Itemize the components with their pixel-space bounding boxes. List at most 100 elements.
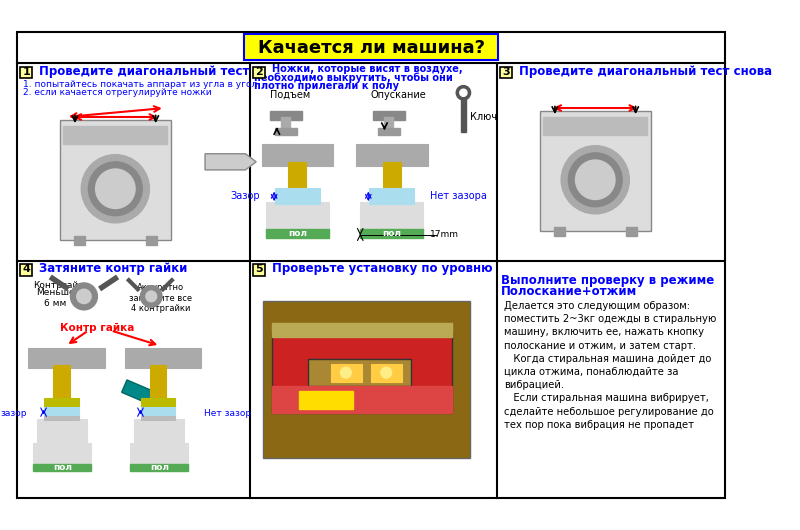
Bar <box>500 67 512 78</box>
Bar <box>33 464 91 471</box>
Text: пол: пол <box>288 229 307 238</box>
Bar <box>20 67 32 78</box>
Text: Аккуратно
закрутите все
4 контргайки: Аккуратно закрутите все 4 контргайки <box>129 284 192 313</box>
Bar <box>74 236 85 245</box>
Circle shape <box>70 283 98 310</box>
Text: Делается это следующим образом:
поместить 2~3кг одежды в стиральную
машину, вклю: Делается это следующим образом: поместит… <box>504 301 716 430</box>
Text: плотно прилегали к полу: плотно прилегали к полу <box>254 81 399 91</box>
Bar <box>33 443 91 467</box>
Text: Затяните контр гайки: Затяните контр гайки <box>39 262 187 275</box>
Circle shape <box>77 289 91 304</box>
Bar <box>28 348 105 368</box>
Text: 1. попытайтесь покачать аппарат из угла в угол: 1. попытайтесь покачать аппарат из угла … <box>23 80 257 89</box>
Bar <box>45 416 78 420</box>
Text: Полоскание+отжим: Полоскание+отжим <box>501 285 638 298</box>
Bar <box>308 359 411 386</box>
Text: Нет зазора: Нет зазора <box>430 191 487 201</box>
Bar <box>270 111 302 120</box>
Text: 2. если качается отрегулируйте ножки: 2. если качается отрегулируйте ножки <box>23 89 211 98</box>
Bar <box>130 443 188 467</box>
Text: Подъем: Подъем <box>270 90 310 100</box>
Text: Контр гайка: Контр гайка <box>60 323 134 333</box>
Bar <box>275 188 320 204</box>
Text: Проведите диагональный тест снова: Проведите диагональный тест снова <box>519 65 772 78</box>
Bar <box>289 162 306 189</box>
Bar <box>461 96 466 132</box>
FancyBboxPatch shape <box>244 34 498 60</box>
Bar <box>360 202 423 231</box>
Bar <box>378 128 400 135</box>
Bar <box>272 386 452 413</box>
Bar <box>263 301 470 458</box>
Bar <box>370 188 414 204</box>
Bar <box>146 236 157 245</box>
Text: зазор: зазор <box>0 409 26 418</box>
FancyBboxPatch shape <box>540 111 651 231</box>
Circle shape <box>141 286 162 307</box>
Bar <box>254 264 265 276</box>
Circle shape <box>96 169 135 208</box>
Text: 5: 5 <box>255 264 263 275</box>
Text: пол: пол <box>382 229 401 238</box>
Text: 17mm: 17mm <box>430 230 459 239</box>
Text: Ключ: Ключ <box>470 112 497 122</box>
Bar <box>272 323 452 337</box>
Bar <box>330 364 362 382</box>
Bar <box>626 227 637 236</box>
Bar <box>360 229 423 238</box>
Circle shape <box>456 85 470 100</box>
Bar <box>385 117 394 130</box>
Text: Качается ли машина?: Качается ли машина? <box>258 39 485 57</box>
Bar <box>543 117 647 135</box>
Bar <box>130 464 188 471</box>
Bar <box>382 162 401 189</box>
Bar <box>142 407 175 418</box>
Bar <box>126 348 202 368</box>
Text: Выполните проверку в режиме: Выполните проверку в режиме <box>501 274 714 287</box>
Text: Контргайка: Контргайка <box>34 281 90 290</box>
Bar <box>275 128 297 135</box>
FancyBboxPatch shape <box>60 120 171 240</box>
Bar <box>142 416 175 420</box>
Bar <box>54 366 70 400</box>
Text: 3: 3 <box>502 67 510 77</box>
Text: 2: 2 <box>255 67 263 77</box>
Circle shape <box>575 160 615 199</box>
Text: Ножки, которые висят в воздухе,: Ножки, которые висят в воздухе, <box>272 65 463 74</box>
Bar <box>45 407 78 418</box>
Circle shape <box>341 367 351 378</box>
FancyArrow shape <box>122 380 166 408</box>
Bar <box>299 391 353 409</box>
Bar <box>134 419 183 445</box>
Text: Опускание: Опускание <box>370 90 426 100</box>
Text: Нет зазор: Нет зазор <box>204 409 251 418</box>
Bar <box>554 227 565 236</box>
Circle shape <box>561 146 630 214</box>
Circle shape <box>146 291 157 302</box>
Circle shape <box>460 89 467 96</box>
Bar <box>371 364 402 382</box>
FancyArrow shape <box>205 154 256 170</box>
Text: пол: пол <box>150 463 169 472</box>
Bar <box>38 419 86 445</box>
Bar <box>262 144 334 166</box>
Circle shape <box>381 367 392 378</box>
Circle shape <box>568 153 622 207</box>
Circle shape <box>89 162 142 216</box>
Text: 4: 4 <box>22 264 30 275</box>
Text: Меньше
6 мм: Меньше 6 мм <box>36 288 74 308</box>
Bar <box>254 67 265 78</box>
Text: Зазор: Зазор <box>230 191 260 201</box>
Text: пол: пол <box>53 463 72 472</box>
Bar <box>266 202 329 231</box>
Bar <box>150 366 166 400</box>
Bar <box>272 332 452 413</box>
Bar <box>63 126 167 144</box>
Bar <box>266 229 329 238</box>
Text: Проведите диагональный тест: Проведите диагональный тест <box>39 65 250 78</box>
Text: Проверьте установку по уровню: Проверьте установку по уровню <box>272 262 493 275</box>
Bar <box>282 117 290 130</box>
Text: необходимо выкрутить, чтобы они: необходимо выкрутить, чтобы они <box>254 72 454 83</box>
Bar <box>373 111 405 120</box>
Bar <box>20 264 32 276</box>
